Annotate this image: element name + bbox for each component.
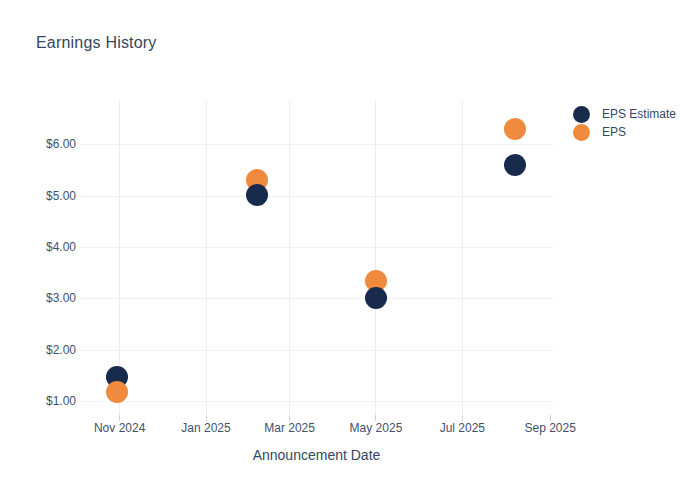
gridline-v-jan-2025: [206, 100, 207, 415]
gridline-v-jul-2025: [462, 100, 463, 415]
gridline-h-1: [80, 401, 553, 402]
gridline-v-mar-2025: [289, 100, 290, 415]
gridline-h-5: [80, 196, 553, 197]
x-tick-label-jul-2025: Jul 2025: [420, 421, 504, 435]
point-eps-estimate-2025-05-01[interactable]: [365, 287, 387, 309]
point-eps-estimate-2025-08-07[interactable]: [504, 154, 526, 176]
point-eps-estimate-2025-02-06[interactable]: [246, 184, 268, 206]
x-tick-label-sep-2025: Sep 2025: [508, 421, 592, 435]
y-tick-label-6: $6.00: [0, 137, 76, 152]
point-eps-2024-10-30[interactable]: [106, 381, 128, 403]
x-axis-title: Announcement Date: [80, 447, 553, 463]
x-tick-label-jan-2025: Jan 2025: [164, 421, 248, 435]
y-tick-label-5: $5.00: [0, 189, 76, 204]
gridline-v-may-2025: [375, 100, 376, 415]
gridline-h-6: [80, 144, 553, 145]
y-tick-label-2: $2.00: [0, 343, 76, 358]
plot-area: $1.00 $2.00 $3.00 $4.00 $5.00 $6.00 Nov 2024Ja…: [0, 0, 700, 500]
y-tick-label-1: $1.00: [0, 394, 76, 409]
point-eps-2025-08-07[interactable]: [504, 118, 526, 140]
gridline-h-2: [80, 350, 553, 351]
gridline-h-4: [80, 247, 553, 248]
x-tick-label-mar-2025: Mar 2025: [248, 421, 332, 435]
y-tick-label-4: $4.00: [0, 240, 76, 255]
y-tick-label-3: $3.00: [0, 291, 76, 306]
earnings-history-chart: Earnings History EPS Estimate EPS $1.00$…: [0, 0, 700, 500]
x-tick-label-nov-2024: Nov 2024: [78, 421, 162, 435]
x-tick-label-may-2025: May 2025: [334, 421, 418, 435]
gridline-h-3: [80, 298, 553, 299]
